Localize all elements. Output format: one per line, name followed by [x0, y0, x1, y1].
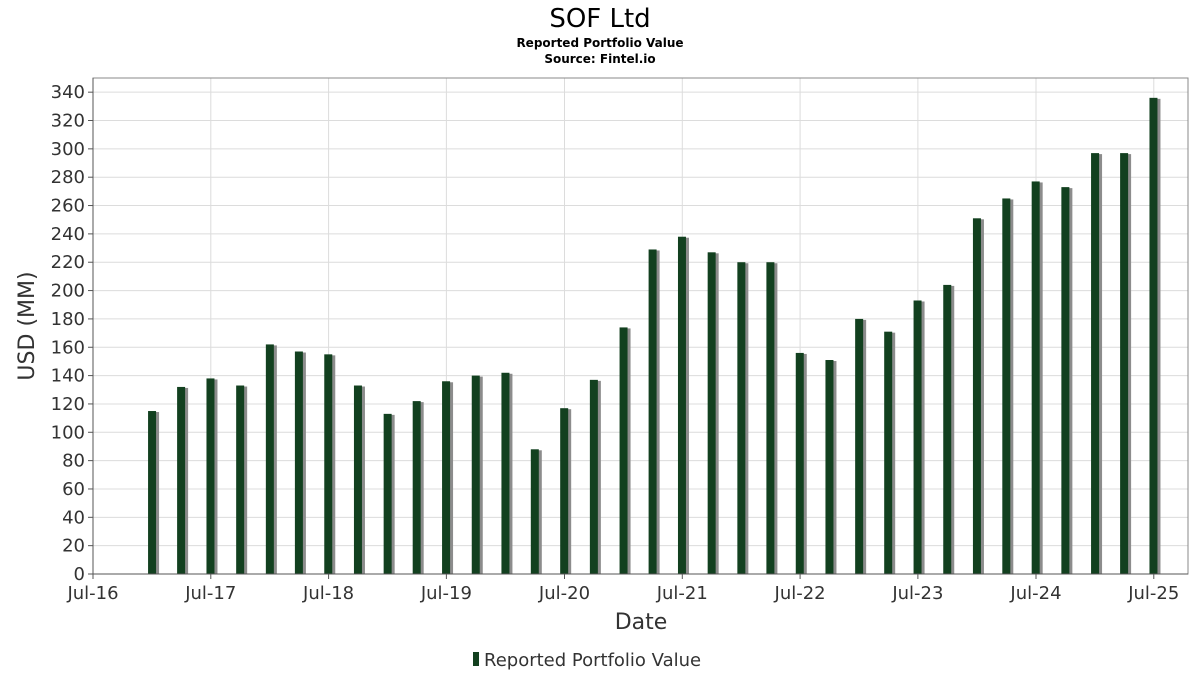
- x-tick-label: Jul-17: [184, 583, 236, 604]
- bar: [619, 327, 628, 574]
- y-axis-label: USD (MM): [15, 271, 40, 380]
- bar: [501, 372, 510, 574]
- bar: [236, 385, 245, 574]
- x-tick-label: Jul-20: [538, 583, 590, 604]
- bar: [177, 386, 186, 574]
- y-tick-label: 160: [51, 337, 85, 358]
- x-tick-label: Jul-18: [302, 583, 354, 604]
- x-tick-label: Jul-16: [66, 583, 118, 604]
- y-tick-label: 240: [51, 224, 85, 245]
- bar: [1091, 153, 1100, 574]
- bar: [353, 385, 362, 574]
- bar: [471, 375, 480, 574]
- bar: [560, 408, 569, 574]
- bar: [677, 236, 686, 574]
- bar: [913, 300, 922, 574]
- y-tick-label: 200: [51, 281, 85, 302]
- x-tick-label: Jul-21: [656, 583, 708, 604]
- y-tick-label: 220: [51, 252, 85, 273]
- y-tick-label: 40: [62, 507, 85, 528]
- x-axis-ticks: Jul-16 Jul-17 Jul-18 Jul-19 Jul-20 Jul-21 Jul-…: [66, 574, 1179, 604]
- bars: [148, 97, 1161, 575]
- x-tick-label: Jul-23: [891, 583, 943, 604]
- legend: Reported Portfolio Value: [473, 650, 701, 671]
- legend-swatch: [473, 652, 479, 666]
- chart-subtitle: Reported Portfolio Value: [516, 36, 683, 50]
- y-tick-label: 260: [51, 196, 85, 217]
- bar: [206, 378, 215, 574]
- bar: [972, 218, 981, 574]
- y-axis-ticks: 0 20 40 60 80 100 120 140 160 180 200 220 240 260 280 3…: [51, 82, 93, 585]
- y-tick-label: 100: [51, 422, 85, 443]
- x-tick-label: Jul-25: [1127, 583, 1179, 604]
- y-tick-label: 20: [62, 536, 85, 557]
- chart-source: Source: Fintel.io: [544, 52, 655, 66]
- bar: [383, 413, 392, 574]
- bar: [766, 262, 775, 574]
- y-tick-label: 60: [62, 479, 85, 500]
- bar: [943, 284, 952, 574]
- y-tick-label: 0: [74, 564, 85, 585]
- bar: [884, 331, 893, 574]
- y-tick-label: 300: [51, 139, 85, 160]
- y-tick-label: 80: [62, 451, 85, 472]
- bar: [1061, 187, 1070, 574]
- bar: [530, 449, 539, 574]
- chart-title: SOF Ltd: [549, 4, 650, 34]
- bar: [148, 411, 157, 574]
- bar: [442, 381, 451, 574]
- x-tick-label: Jul-22: [774, 583, 826, 604]
- grid: [92, 78, 1188, 575]
- bar: [294, 351, 303, 574]
- bar: [855, 318, 864, 574]
- bar: [737, 262, 746, 574]
- y-tick-label: 340: [51, 82, 85, 103]
- y-tick-label: 180: [51, 309, 85, 330]
- y-tick-label: 320: [51, 111, 85, 132]
- plot-area: [92, 77, 1189, 575]
- bar: [1002, 198, 1011, 574]
- bar: [412, 401, 421, 574]
- y-tick-label: 120: [51, 394, 85, 415]
- bar: [1120, 153, 1129, 574]
- legend-label: Reported Portfolio Value: [484, 650, 701, 671]
- bar: [1031, 181, 1040, 575]
- bar: [1149, 97, 1158, 574]
- bar: [265, 344, 274, 574]
- x-tick-label: Jul-19: [420, 583, 472, 604]
- x-tick-label: Jul-24: [1009, 583, 1061, 604]
- x-axis-label: Date: [615, 610, 668, 635]
- y-tick-label: 280: [51, 167, 85, 188]
- y-tick-label: 140: [51, 366, 85, 387]
- bar: [707, 252, 716, 574]
- bar: [589, 379, 598, 574]
- bar: [648, 249, 657, 574]
- bar: [825, 360, 834, 574]
- bar: [795, 352, 804, 574]
- bar: [324, 354, 333, 574]
